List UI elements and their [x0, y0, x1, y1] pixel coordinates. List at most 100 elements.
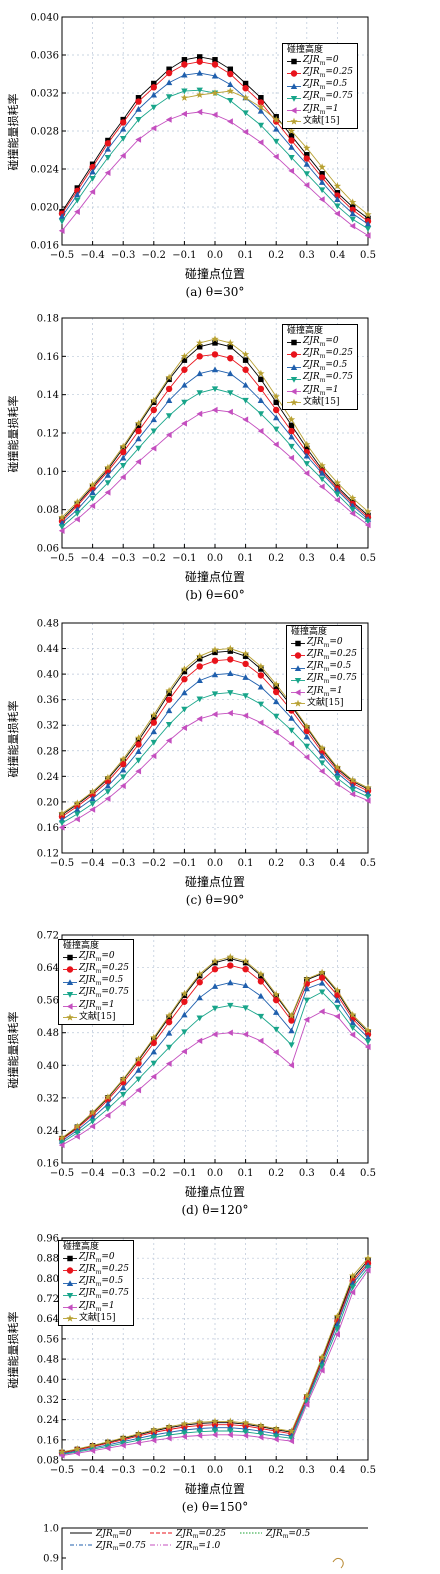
- series-4: [58, 1008, 371, 1149]
- legend-swatch: [291, 699, 305, 707]
- data-point: [165, 1435, 172, 1442]
- data-point: [74, 197, 81, 204]
- data-point: [226, 1417, 234, 1425]
- x-tick-label: −0.3: [111, 858, 135, 869]
- data-point: [58, 809, 66, 817]
- data-point: [120, 463, 127, 469]
- data-point: [242, 416, 249, 423]
- legend-label: ZJRm=0: [307, 636, 343, 649]
- series-4: [58, 108, 371, 239]
- data-point: [318, 196, 325, 203]
- data-point: [73, 498, 81, 506]
- data-point: [333, 986, 342, 994]
- data-point: [349, 210, 356, 217]
- data-point: [227, 355, 234, 362]
- data-point: [227, 390, 234, 396]
- data-point: [58, 824, 65, 831]
- data-point: [273, 1433, 280, 1440]
- data-point: [288, 427, 295, 435]
- x-tick-label: 0.5: [360, 858, 376, 869]
- data-point: [227, 344, 234, 350]
- data-point: [212, 57, 218, 63]
- data-point: [303, 461, 310, 467]
- data-point: [273, 993, 279, 999]
- data-point: [104, 1437, 112, 1445]
- data-point: [303, 470, 310, 477]
- legend-label: ZJRm=0.5: [303, 79, 348, 91]
- data-point: [135, 737, 142, 744]
- x-tick-label: −0.3: [111, 1465, 135, 1476]
- data-point: [334, 491, 341, 498]
- data-point: [273, 426, 280, 433]
- data-point: [257, 992, 265, 999]
- data-point: [58, 527, 65, 534]
- data-point: [165, 116, 172, 123]
- x-tick-label: 0.2: [268, 858, 284, 869]
- data-point: [104, 795, 111, 802]
- data-point: [165, 1044, 173, 1051]
- plot-frame: [61, 622, 369, 854]
- legend-entry: ZJRm=0: [291, 636, 357, 650]
- data-point: [73, 799, 81, 807]
- legend-label: ZJRm=0: [79, 1251, 115, 1264]
- data-point: [288, 1017, 295, 1024]
- data-point: [150, 1060, 157, 1067]
- y-tick-label: 0.14: [37, 390, 59, 401]
- data-point: [211, 72, 219, 79]
- data-point: [120, 1442, 126, 1449]
- legend-marker: [290, 83, 298, 89]
- legend-entry: 文献[15]: [287, 116, 353, 127]
- data-point: [349, 198, 357, 206]
- data-point: [227, 648, 234, 654]
- y-tick-label: 0.56: [37, 996, 59, 1007]
- x-tick-label: 0.2: [268, 1465, 284, 1476]
- data-point: [58, 1448, 66, 1456]
- data-point: [211, 111, 218, 119]
- data-point: [181, 1430, 188, 1437]
- y-tick-label: 0.18: [37, 314, 59, 325]
- data-point: [242, 712, 249, 719]
- data-point: [364, 1254, 372, 1262]
- legend-swatch: [287, 398, 301, 406]
- data-point: [181, 420, 187, 427]
- data-point: [196, 1037, 203, 1045]
- data-point: [120, 1099, 126, 1107]
- data-point: [196, 677, 203, 684]
- data-point: [181, 1029, 188, 1036]
- data-point: [196, 353, 203, 360]
- data-point: [364, 797, 371, 804]
- data-point: [104, 782, 112, 789]
- data-point: [211, 1031, 218, 1038]
- data-point: [119, 442, 127, 450]
- legend-label: ZJRm=0.25: [303, 66, 353, 79]
- y-tick-label: 0.36: [37, 695, 59, 706]
- legend-marker: [290, 388, 297, 396]
- data-point: [58, 524, 66, 531]
- legend-entry: ZJRm=0.5: [291, 661, 357, 674]
- legend-title: 碰撞高度: [287, 45, 324, 55]
- legend-marker: [290, 398, 298, 406]
- data-point: [211, 1431, 218, 1438]
- legend-swatch: [63, 954, 77, 961]
- data-point: [181, 381, 188, 388]
- legend-entry: ZJRm=1.0: [150, 1541, 220, 1552]
- x-tick-label: 0.0: [207, 858, 223, 869]
- data-point: [227, 81, 234, 88]
- legend-swatch: [287, 83, 301, 89]
- data-point: [334, 1331, 340, 1338]
- x-tick-label: 0.4: [329, 553, 345, 564]
- legend-label: ZJRm=0.5: [79, 1276, 124, 1288]
- data-point: [150, 1426, 158, 1434]
- data-point: [104, 145, 112, 152]
- data-point: [364, 518, 372, 525]
- data-point: [364, 1026, 372, 1034]
- data-point: [58, 1133, 66, 1141]
- data-point: [104, 140, 112, 147]
- data-point: [318, 163, 326, 171]
- legend-marker: [290, 95, 298, 102]
- data-point: [288, 740, 295, 747]
- legend-entry: ZJRm=0.5: [240, 1529, 310, 1540]
- data-point: [73, 1445, 81, 1453]
- data-point: [74, 506, 81, 513]
- legend-swatch: [287, 95, 301, 102]
